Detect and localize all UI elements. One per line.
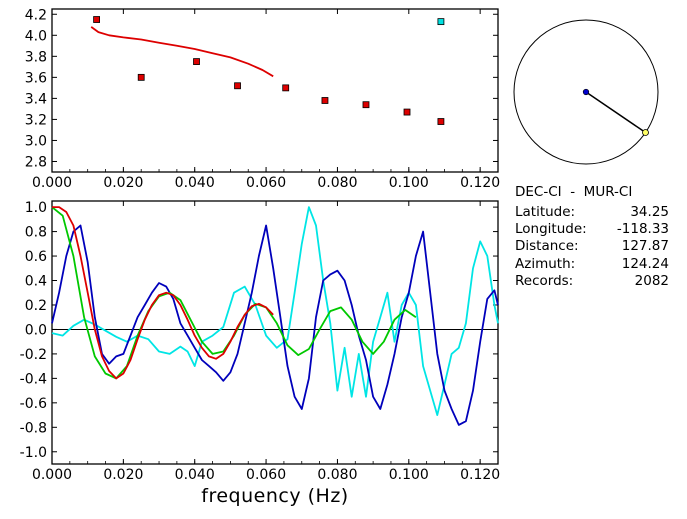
- y-tick-label: -0.6: [20, 396, 47, 412]
- station-info-distance: Distance: 127.87: [515, 238, 669, 254]
- x-tick-label: 0.020: [103, 467, 143, 483]
- station-info-title: DEC-CI - MUR-CI: [515, 184, 633, 200]
- longitude-label: Longitude:: [515, 221, 587, 237]
- azimuth-value: 124.24: [621, 256, 669, 272]
- top-plot-ticks: 0.000 0.020 0.040 0.060 0.080 0.100 0.120 2.8 3.…: [25, 7, 500, 191]
- top-plot-points: [93, 16, 445, 125]
- azimuth-line: [585, 91, 646, 134]
- series-line: [90, 26, 274, 78]
- distance-value: 127.87: [621, 238, 669, 254]
- records-label: Records:: [515, 273, 574, 289]
- remote-station-marker: [642, 129, 649, 136]
- station-info-azimuth: Azimuth: 124.24: [515, 256, 669, 272]
- y-tick-label: 0.6: [25, 249, 47, 265]
- azimuth-circle: [513, 19, 659, 165]
- top-plot-series: [90, 26, 274, 78]
- scatter-point: [234, 82, 241, 90]
- x-tick-label: 0.080: [317, 175, 357, 191]
- longitude-value: -118.33: [616, 221, 669, 237]
- x-tick-label: 0.100: [389, 467, 429, 483]
- azimuth-label: Azimuth:: [515, 256, 576, 272]
- station-info-latitude: Latitude: 34.25: [515, 204, 669, 220]
- scatter-point: [403, 108, 411, 116]
- scatter-point: [362, 101, 370, 109]
- series-line: [52, 206, 274, 380]
- series-line: [51, 224, 499, 426]
- distance-label: Distance:: [515, 238, 579, 254]
- y-tick-label: 2.8: [25, 154, 47, 170]
- y-tick-label: -0.2: [20, 347, 47, 363]
- scatter-point: [193, 58, 200, 65]
- latitude-label: Latitude:: [515, 204, 576, 220]
- bottom-plot-ticks: 0.000 0.020 0.040 0.060 0.080 0.100 0.120 1.0 0.…: [20, 200, 501, 483]
- x-tick-label: 0.000: [32, 175, 72, 191]
- x-tick-label: 0.020: [103, 175, 143, 191]
- scatter-point: [93, 16, 100, 23]
- y-tick-label: 4.0: [25, 28, 47, 44]
- y-tick-label: -1.0: [20, 445, 47, 461]
- x-tick-label: 0.120: [460, 175, 500, 191]
- center-station-marker: [582, 88, 590, 96]
- station-info-records: Records: 2082: [515, 273, 669, 289]
- y-tick-label: 0.8: [25, 225, 47, 241]
- y-tick-label: 1.0: [25, 200, 47, 216]
- bottom-plot-series: [51, 206, 499, 426]
- x-tick-label: 0.040: [175, 467, 215, 483]
- x-tick-label: 0.120: [460, 467, 500, 483]
- x-tick-label: 0.060: [246, 175, 286, 191]
- x-tick-label: 0.040: [175, 175, 215, 191]
- scatter-point: [282, 84, 290, 92]
- y-tick-label: 3.4: [25, 91, 47, 107]
- scatter-point: [437, 18, 445, 26]
- scatter-point: [137, 73, 145, 81]
- station-info-longitude: Longitude: -118.33: [515, 221, 669, 237]
- records-value: 2082: [634, 273, 669, 289]
- top-plot-frame: [51, 8, 499, 173]
- y-tick-label: 0.4: [25, 274, 47, 290]
- x-tick-label: 0.080: [317, 467, 357, 483]
- y-tick-label: 3.2: [25, 112, 47, 128]
- y-tick-label: 0.2: [25, 298, 47, 314]
- bottom-plot-frame: [51, 200, 499, 465]
- x-tick-label: 0.000: [32, 467, 72, 483]
- y-tick-label: 3.0: [25, 133, 47, 149]
- x-tick-label: 0.060: [246, 467, 286, 483]
- y-tick-label: 3.6: [25, 70, 47, 86]
- x-tick-label: 0.100: [389, 175, 429, 191]
- y-tick-label: 4.2: [25, 7, 47, 23]
- y-tick-label: 3.8: [25, 49, 47, 65]
- x-axis-label: frequency (Hz): [201, 485, 348, 507]
- series-line: [51, 206, 499, 416]
- scatter-point: [437, 118, 445, 125]
- y-tick-label: -0.4: [20, 371, 47, 387]
- latitude-value: 34.25: [630, 204, 669, 220]
- y-tick-label: 0.0: [25, 322, 47, 338]
- y-tick-label: -0.8: [20, 420, 47, 436]
- scatter-point: [321, 97, 329, 104]
